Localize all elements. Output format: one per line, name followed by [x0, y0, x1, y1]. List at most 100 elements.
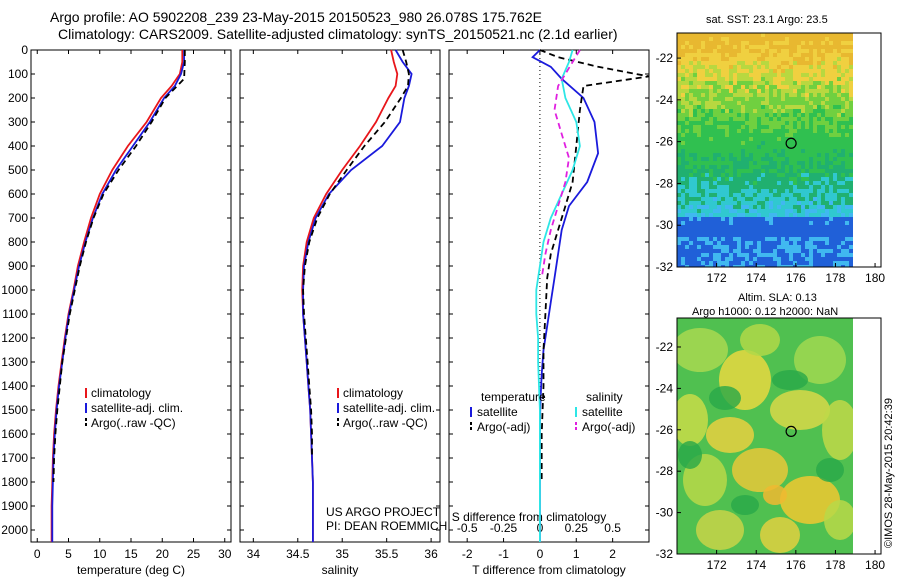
sst-cell	[777, 101, 781, 105]
sst-cell	[685, 173, 689, 177]
sst-cell	[677, 161, 681, 165]
sst-cell	[797, 253, 801, 257]
sst-cell	[813, 213, 817, 217]
sst-cell	[833, 189, 837, 193]
sst-cell	[753, 265, 757, 267]
sst-cell	[825, 105, 829, 109]
temperature-xlabel: temperature (deg C)	[77, 563, 185, 577]
sst-cell	[685, 69, 689, 73]
sst-cell	[845, 161, 849, 165]
sst-cell	[737, 113, 741, 117]
sst-cell	[757, 205, 761, 209]
sst-cell	[725, 185, 729, 189]
sst-cell	[733, 117, 737, 121]
sst-cell	[737, 253, 741, 257]
sst-cell	[733, 205, 737, 209]
sst-cell	[793, 225, 797, 229]
sst-cell	[681, 213, 685, 217]
sst-cell	[713, 177, 717, 181]
sst-cell	[829, 245, 833, 249]
sst-cell	[701, 213, 705, 217]
sst-cell	[729, 77, 733, 81]
sst-cell	[729, 181, 733, 185]
sst-cell	[829, 97, 833, 101]
sst-cell	[765, 161, 769, 165]
sst-cell	[717, 125, 721, 129]
sst-cell	[753, 69, 757, 73]
sst-cell	[729, 121, 733, 125]
sst-cell	[753, 173, 757, 177]
sst-cell	[793, 181, 797, 185]
sst-cell	[705, 233, 709, 237]
sst-cell	[697, 265, 701, 267]
sst-cell	[681, 113, 685, 117]
sst-cell	[849, 165, 853, 169]
sst-cell	[821, 85, 825, 89]
sst-cell	[737, 93, 741, 97]
sst-cell	[689, 73, 693, 77]
sst-cell	[725, 153, 729, 157]
sst-cell	[813, 217, 817, 221]
sst-cell	[721, 245, 725, 249]
sst-cell	[717, 89, 721, 93]
sst-cell	[793, 193, 797, 197]
sst-cell	[697, 205, 701, 209]
sst-cell	[797, 209, 801, 213]
sst-cell	[829, 145, 833, 149]
sst-cell	[809, 197, 813, 201]
sst-cell	[693, 197, 697, 201]
sst-cell	[689, 129, 693, 133]
sst-cell	[753, 229, 757, 233]
sst-cell	[693, 121, 697, 125]
sst-cell	[765, 181, 769, 185]
sst-cell	[741, 213, 745, 217]
sst-cell	[753, 209, 757, 213]
sst-cell	[849, 237, 853, 241]
sst-cell	[729, 89, 733, 93]
sst-cell	[825, 249, 829, 253]
sst-cell	[689, 69, 693, 73]
sst-cell	[709, 85, 713, 89]
sst-cell	[729, 265, 733, 267]
sst-cell	[809, 125, 813, 129]
sst-cell	[849, 57, 853, 61]
sst-cell	[685, 109, 689, 113]
sst-cell	[797, 121, 801, 125]
sst-cell	[801, 233, 805, 237]
sst-cell	[693, 261, 697, 265]
sst-cell	[717, 69, 721, 73]
sst-cell	[717, 265, 721, 267]
sst-cell	[777, 201, 781, 205]
sst-cell	[725, 77, 729, 81]
sla-blob	[677, 394, 708, 446]
sst-cell	[769, 197, 773, 201]
sst-cell	[817, 157, 821, 161]
sst-cell	[837, 157, 841, 161]
sst-cell	[685, 37, 689, 41]
sst-cell	[737, 137, 741, 141]
sst-cell	[697, 185, 701, 189]
sst-cell	[817, 193, 821, 197]
sst-cell	[713, 109, 717, 113]
sst-cell	[809, 245, 813, 249]
sst-cell	[689, 85, 693, 89]
sst-cell	[705, 153, 709, 157]
sst-cell	[765, 201, 769, 205]
sst-cell	[757, 69, 761, 73]
sst-cell	[729, 145, 733, 149]
sst-cell	[757, 145, 761, 149]
sst-cell	[801, 41, 805, 45]
sla-map-ytick-label: -26	[656, 423, 674, 437]
sst-cell	[753, 197, 757, 201]
sst-cell	[841, 209, 845, 213]
sst-cell	[773, 253, 777, 257]
sst-cell	[765, 241, 769, 245]
temperature-ytick-label: 100	[8, 67, 28, 81]
sst-cell	[741, 253, 745, 257]
sst-cell	[721, 173, 725, 177]
sst-cell	[833, 169, 837, 173]
temperature-ytick-label: 1300	[1, 355, 28, 369]
sst-cell	[741, 61, 745, 65]
sst-cell	[729, 197, 733, 201]
sst-cell	[773, 169, 777, 173]
